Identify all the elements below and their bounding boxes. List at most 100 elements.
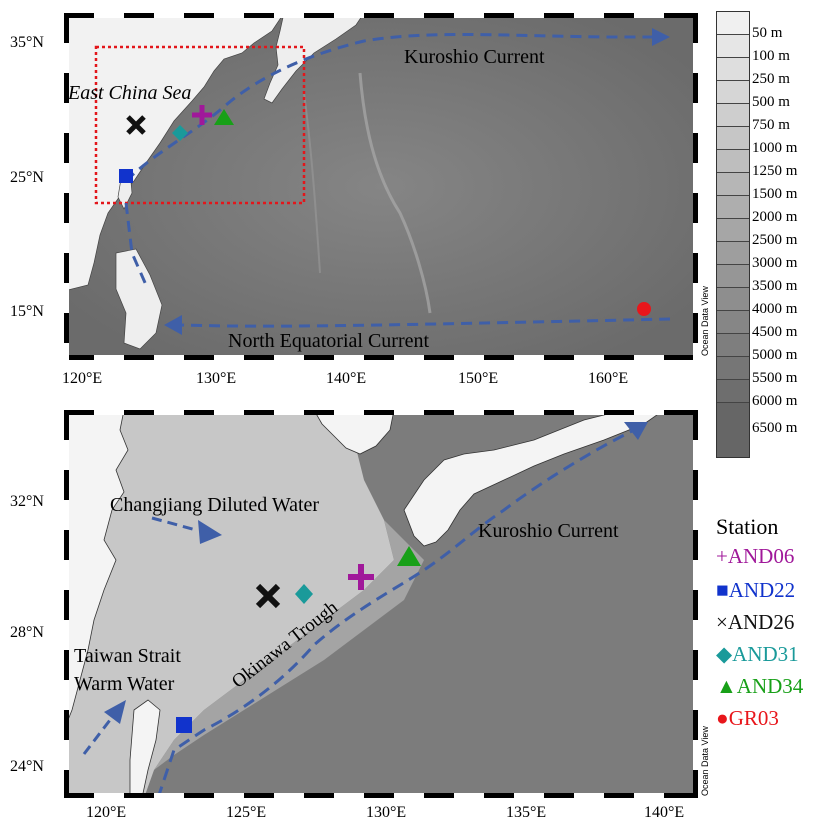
depth-swatch-4500 (717, 311, 749, 334)
marker-and22[interactable] (119, 169, 133, 183)
depth-swatch-3000 (717, 242, 749, 265)
top-lon-120: 120°E (62, 370, 103, 387)
top-map[interactable] (64, 13, 698, 360)
station-legend-and06: +AND06 (716, 544, 794, 569)
depth-label-3500: 3500 m (752, 278, 798, 294)
marker-and06-bottom[interactable] (348, 564, 374, 590)
okinawa-trough (154, 520, 424, 770)
label-kuroshio-top: Kuroshio Current (404, 46, 545, 68)
depth-label-1000: 1000 m (752, 140, 798, 156)
depth-label-3000: 3000 m (752, 255, 798, 271)
marker-and34[interactable] (214, 109, 234, 125)
label-east-china-sea: East China Sea (68, 82, 192, 104)
station-legend-and31: ◆AND31 (716, 642, 799, 667)
and22-symbol: ■ (716, 578, 729, 602)
depth-label-50: 50 m (752, 25, 783, 41)
land-asia (64, 13, 285, 292)
top-lon-150: 150°E (458, 370, 499, 387)
station-legend-and34: ▲AND34 (716, 674, 803, 699)
bottom-map[interactable] (64, 410, 698, 798)
marker-and26[interactable] (126, 115, 146, 135)
bottom-lon-125: 125°E (226, 804, 267, 821)
marker-and31-bottom[interactable] (295, 584, 313, 604)
cdw-arrow (151, 516, 197, 532)
marker-and22-bottom[interactable] (176, 717, 192, 733)
marker-gr03[interactable] (637, 302, 651, 316)
bottom-lon-140: 140°E (644, 804, 685, 821)
depth-swatch-3500 (717, 265, 749, 288)
marker-and34-bottom[interactable] (397, 546, 421, 566)
top-map-border-top (64, 13, 698, 18)
top-lat-25: 25°N (10, 169, 44, 186)
bottom-map-credit: Ocean Data View (700, 726, 710, 796)
land-korea (313, 410, 395, 455)
kuroshio-arrowhead-bottom (624, 422, 648, 440)
and06-symbol: + (716, 544, 728, 568)
top-map-credit: Ocean Data View (700, 286, 710, 356)
nec-arrow (181, 317, 671, 328)
depth-label-4000: 4000 m (752, 301, 798, 317)
marker-and31[interactable] (172, 125, 188, 141)
depth-swatch-50 (717, 12, 749, 35)
land-japan (263, 13, 365, 104)
bottom-map-border-top (64, 410, 698, 415)
top-lon-140: 140°E (326, 370, 367, 387)
depth-swatch-500 (717, 81, 749, 104)
top-lon-130: 130°E (196, 370, 237, 387)
station-legend-title: Station (716, 514, 779, 539)
depth-label-2000: 2000 m (752, 209, 798, 225)
bottom-map-border-bottom (64, 793, 698, 798)
label-nec: North Equatorial Current (228, 330, 430, 352)
and26-symbol: × (716, 610, 728, 634)
kuroshio-arrow-bottom (156, 428, 635, 798)
label-tsww-line2: Warm Water (74, 673, 175, 695)
bottom-map-canvas (64, 410, 698, 798)
top-map-border-bottom (64, 355, 698, 360)
bottom-lon-130: 130°E (366, 804, 407, 821)
marker-and06[interactable] (192, 105, 212, 125)
depth-label-500: 500 m (752, 94, 790, 110)
and26-label: AND26 (727, 610, 795, 634)
depth-label-5000: 5000 m (752, 347, 798, 363)
bottom-map-border-right (693, 410, 698, 798)
land-taiwan (129, 699, 161, 798)
label-kuroshio-bottom: Kuroshio Current (478, 520, 619, 542)
depth-swatch-1250 (717, 150, 749, 173)
gr03-symbol: ● (716, 706, 729, 730)
depth-swatch-250 (717, 58, 749, 81)
depth-swatch-1500 (717, 173, 749, 196)
depth-swatch-750 (717, 104, 749, 127)
depth-swatch-5500 (717, 357, 749, 380)
bottom-lon-120: 120°E (86, 804, 127, 821)
tsww-arrowhead (104, 700, 126, 724)
coastal-current-arrow (124, 202, 148, 286)
depth-label-1500: 1500 m (752, 186, 798, 202)
depth-label-6000: 6000 m (752, 393, 798, 409)
top-map-canvas (64, 13, 698, 360)
depth-swatch-4000 (717, 288, 749, 311)
bottom-lat-32: 32°N (10, 493, 44, 510)
bottom-lat-28: 28°N (10, 624, 44, 641)
top-map-border-left (64, 13, 69, 360)
station-legend-gr03: ●GR03 (716, 706, 779, 731)
and34-symbol: ▲ (716, 674, 737, 698)
station-legend-and22: ■AND22 (716, 578, 795, 603)
land-china (64, 410, 129, 731)
top-lat-15: 15°N (10, 303, 44, 320)
depth-swatch-5000 (717, 334, 749, 357)
label-tsww-line1: Taiwan Strait (74, 645, 181, 667)
depth-label-750: 750 m (752, 117, 790, 133)
depth-legend (716, 11, 750, 458)
depth-swatch-1000 (717, 127, 749, 150)
bottom-lat-24: 24°N (10, 758, 44, 775)
depth-swatch-6500 (717, 403, 749, 457)
depth-label-250: 250 m (752, 71, 790, 87)
and06-label: AND06 (727, 544, 795, 568)
depth-swatch-100 (717, 35, 749, 58)
and22-label: AND22 (728, 578, 796, 602)
station-legend-and26: ×AND26 (716, 610, 794, 635)
marker-and26-bottom[interactable] (255, 583, 281, 609)
cdw-arrowhead (198, 520, 222, 544)
and34-label: AND34 (736, 674, 804, 698)
depth-label-6500: 6500 m (752, 420, 798, 436)
